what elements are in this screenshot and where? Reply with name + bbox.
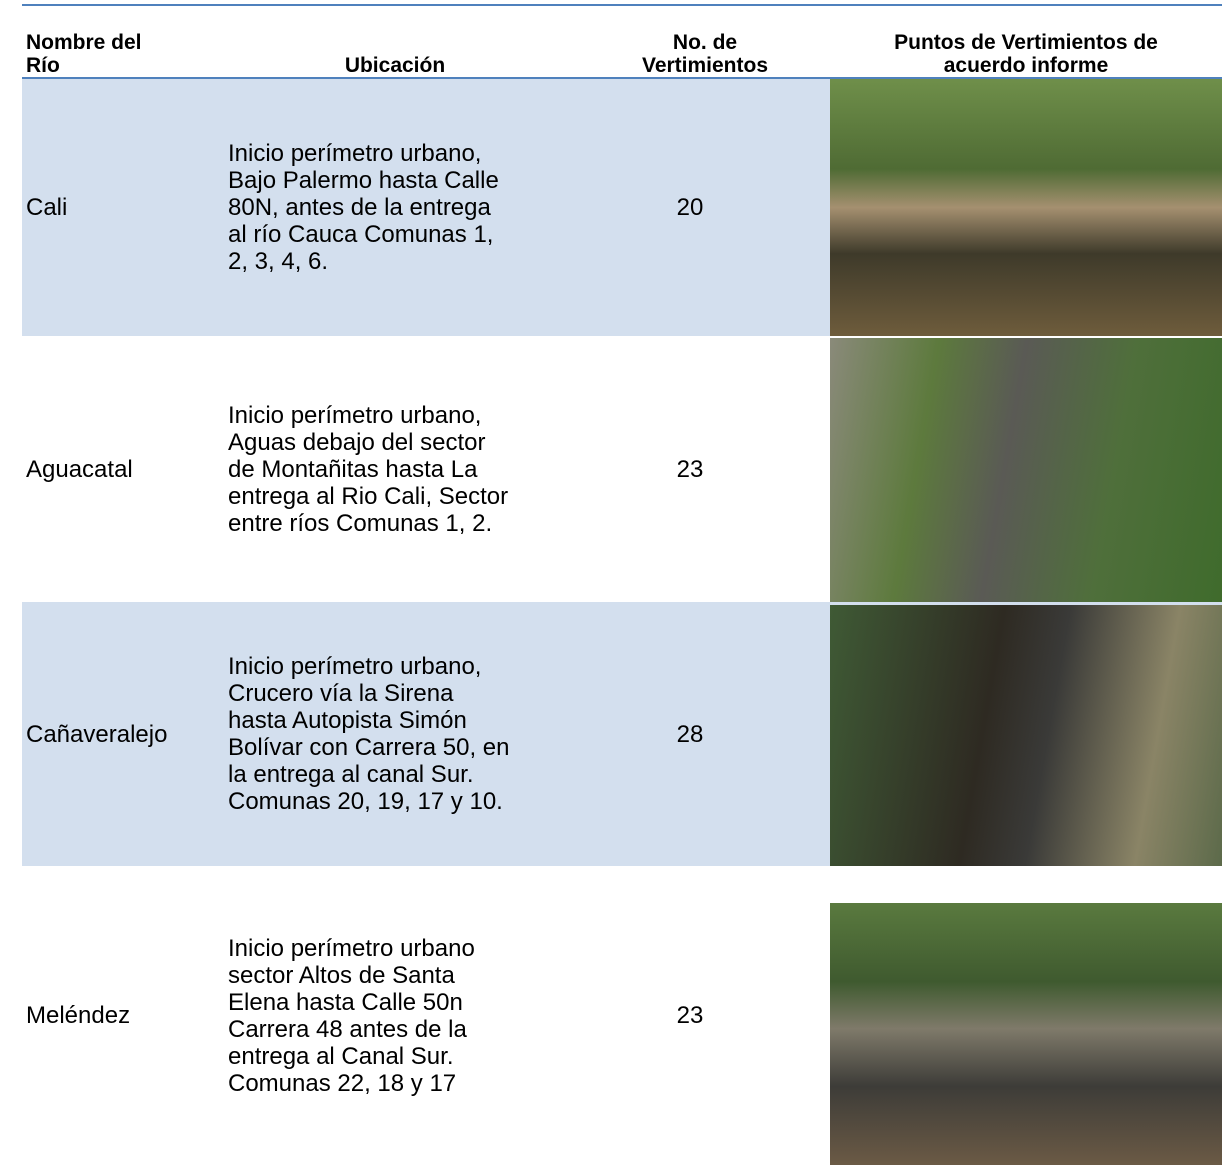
- text-line: No. de: [672, 31, 738, 54]
- table-cell: 20: [590, 79, 820, 336]
- table-cell: Inicio perímetro urbano, Crucero vía la S…: [200, 602, 590, 866]
- header-cell: Puntos de Vertimientos de acuerdo informe: [830, 6, 1222, 77]
- header-cell: No. de Vertimientos: [590, 6, 820, 77]
- text-line: Ubicación: [344, 54, 446, 77]
- text-line: entre ríos Comunas 1, 2.: [228, 509, 493, 537]
- header-cell: Ubicación: [200, 6, 590, 77]
- text-line: 80N, antes de la entrega: [228, 194, 491, 221]
- text-line: Bolívar con Carrera 50, en: [228, 734, 510, 761]
- text-line: 20: [676, 194, 704, 221]
- text-line: Vertimientos: [641, 54, 769, 77]
- table-cell: Cali: [22, 79, 200, 336]
- text-line: sector Altos de Santa: [228, 961, 455, 989]
- text-line: Inicio perímetro urbano: [228, 934, 475, 962]
- header-border: [22, 77, 1222, 79]
- top-border: [22, 4, 1222, 6]
- table-cell: Inicio perímetro urbano, Aguas debajo del…: [200, 336, 590, 602]
- text-line: Comunas 22, 18 y 17: [228, 1069, 457, 1097]
- text-line: 23: [676, 455, 704, 483]
- text-line: Inicio perímetro urbano,: [228, 401, 482, 429]
- river-photo: [830, 605, 1222, 866]
- text-line: Nombre del: [26, 31, 142, 54]
- text-line: Inicio perímetro urbano,: [228, 653, 482, 680]
- text-line: Inicio perímetro urbano,: [228, 140, 482, 167]
- text-line: Crucero vía la Sirena: [228, 680, 454, 707]
- text-line: Comunas 20, 19, 17 y 10.: [228, 788, 503, 815]
- table-cell: Aguacatal: [22, 336, 200, 602]
- text-line: entrega al Rio Cali, Sector: [228, 482, 509, 510]
- text-line: Río: [26, 54, 60, 77]
- river-photo: [830, 903, 1222, 1165]
- text-line: Aguas debajo del sector: [228, 428, 486, 456]
- table-cell: Meléndez: [22, 866, 200, 1165]
- text-line: 2, 3, 4, 6.: [228, 248, 329, 275]
- text-line: al río Cauca Comunas 1,: [228, 221, 494, 248]
- table-cell: Inicio perímetro urbano, Bajo Palermo has…: [200, 79, 590, 336]
- text-line: 28: [676, 720, 704, 748]
- table-cell: 23: [590, 336, 820, 602]
- text-line: la entrega al canal Sur.: [228, 761, 474, 788]
- text-line: acuerdo informe: [943, 54, 1109, 77]
- river-photo: [830, 79, 1222, 336]
- table-cell: 23: [590, 866, 820, 1165]
- header-cell: Nombre del Río: [22, 6, 200, 77]
- table-cell: Cañaveralejo: [22, 602, 200, 866]
- text-line: Aguacatal: [26, 455, 133, 483]
- text-line: hasta Autopista Simón: [228, 707, 467, 734]
- text-line: entrega al Canal Sur.: [228, 1042, 454, 1070]
- text-line: Puntos de Vertimientos de: [894, 31, 1158, 54]
- text-line: 23: [676, 1002, 704, 1029]
- text-line: Carrera 48 antes de la: [228, 1015, 467, 1043]
- table-cell: 28: [590, 602, 820, 866]
- text-line: de Montañitas hasta La: [228, 455, 478, 483]
- text-line: Meléndez: [26, 1002, 131, 1029]
- text-line: Bajo Palermo hasta Calle: [228, 167, 499, 194]
- table-cell: Inicio perímetro urbano sector Altos de S…: [200, 866, 590, 1165]
- river-photo: [830, 338, 1222, 605]
- text-line: Elena hasta Calle 50n: [228, 988, 463, 1016]
- text-line: Cali: [26, 194, 68, 221]
- text-line: Cañaveralejo: [26, 720, 168, 748]
